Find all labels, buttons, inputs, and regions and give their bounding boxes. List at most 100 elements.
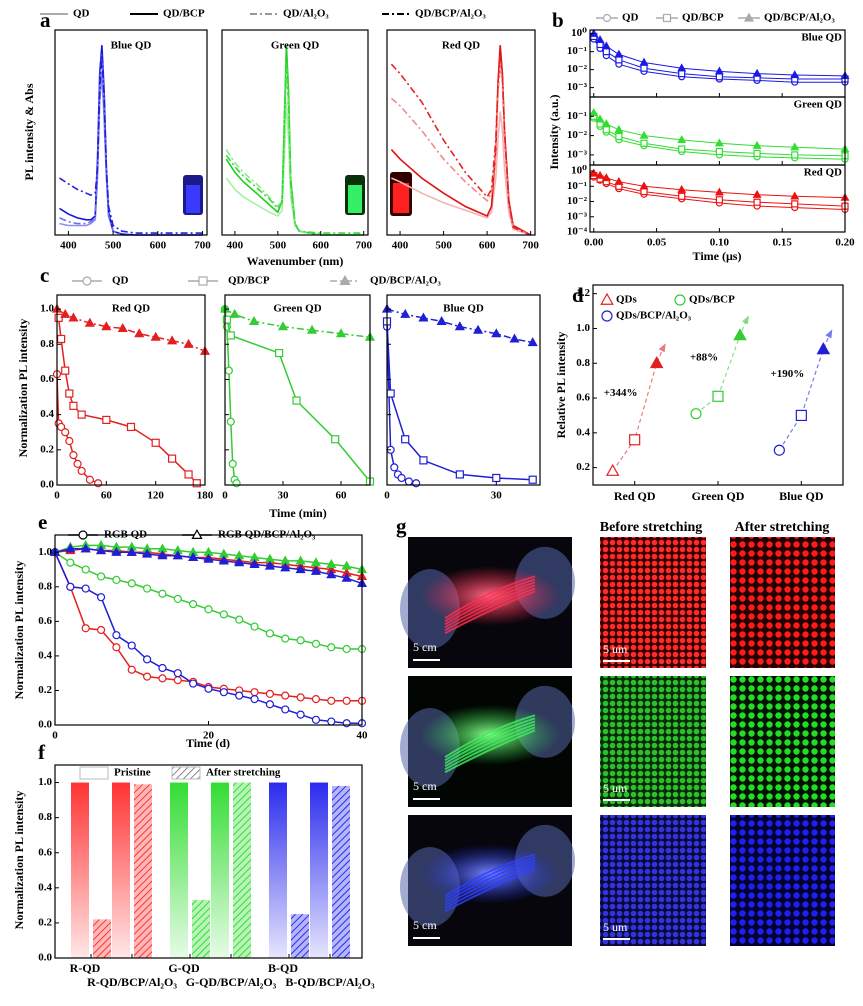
x-tick-label: 600 [479, 240, 496, 252]
marker [281, 691, 290, 700]
x-tick-label: Green QD [692, 489, 745, 503]
legend-marker [339, 274, 351, 285]
marker [715, 73, 723, 81]
bar [93, 919, 111, 958]
y-tick-label: 10⁻⁴ [567, 226, 588, 238]
x-tick-label: 400 [60, 240, 77, 252]
spectrum-line [59, 45, 203, 236]
scale-label: 5 cm [413, 640, 437, 654]
x-tick-label: 600 [150, 240, 167, 252]
x-tick-label: 0.00 [584, 237, 604, 249]
marker [150, 331, 161, 341]
marker [615, 56, 623, 64]
marker [204, 605, 213, 614]
decay-line [386, 321, 533, 481]
y-tick-label: 0.8 [576, 357, 590, 369]
marker [601, 41, 611, 50]
marker [158, 674, 167, 683]
marker [390, 463, 399, 472]
marker [248, 315, 260, 325]
marker [96, 593, 106, 602]
marker [455, 470, 464, 479]
stretched-film [444, 853, 536, 898]
legend-label: QD/BCP/Al₂O₃ [415, 8, 486, 20]
bar [134, 784, 152, 958]
y-tick-label: 0.2 [40, 443, 54, 455]
marker [192, 479, 201, 488]
marker [81, 565, 90, 574]
spectrum-line [225, 45, 364, 236]
marker [714, 187, 724, 196]
marker [605, 463, 620, 476]
marker [173, 669, 182, 678]
legend-label: QD/Al₂O₃ [283, 8, 329, 20]
scale-label: 5 um [603, 920, 628, 934]
subplot-title: Red QD [442, 40, 480, 52]
marker [127, 579, 136, 588]
x-tick-label: B-QD/BCP/Al₂O₃ [285, 975, 375, 989]
legend-label: QD/BCP/Al₂O₃ [370, 275, 441, 287]
marker [678, 192, 686, 200]
marker [61, 366, 70, 375]
marker [492, 473, 501, 483]
marker [167, 335, 178, 345]
bar [291, 914, 309, 958]
stretched-film [444, 865, 536, 910]
bar [71, 782, 89, 958]
x-tick-label: 400 [227, 240, 244, 252]
spectrum-line [225, 64, 364, 236]
y-tick-label: 10⁻³ [567, 81, 588, 93]
x-axis-label: Time (min) [269, 506, 326, 520]
marker [281, 705, 290, 714]
marker [292, 396, 301, 405]
marker [281, 634, 290, 643]
marker [81, 584, 90, 593]
marker [640, 187, 648, 196]
marker [66, 582, 75, 591]
y-tick-label: 10⁻¹ [567, 180, 587, 192]
bar [332, 786, 350, 958]
vial-glow [348, 185, 362, 213]
stretched-film [444, 726, 536, 771]
column-header: After stretching [735, 520, 830, 535]
marker [791, 151, 799, 159]
scale-label: 5 um [603, 642, 628, 656]
legend-label: Pristine [114, 767, 151, 779]
marker [203, 553, 214, 563]
marker [280, 562, 291, 572]
marker [614, 176, 624, 185]
marker [126, 546, 137, 556]
bar [269, 782, 287, 958]
marker [77, 410, 86, 419]
axes-frame [56, 294, 206, 486]
axes-frame [386, 294, 541, 486]
stretched-film [444, 862, 536, 907]
y-tick-label: 10⁻² [567, 129, 588, 141]
vial-glow [393, 183, 409, 213]
x-tick-label: 180 [197, 490, 214, 502]
x-tick-label: 500 [435, 240, 452, 252]
marker [65, 543, 76, 553]
x-tick-label: 500 [270, 240, 287, 252]
x-axis-label: Wavenumber (nm) [247, 254, 344, 268]
marker [65, 389, 74, 398]
marker [295, 555, 306, 565]
marker [172, 550, 183, 560]
marker [342, 696, 351, 705]
marker [126, 422, 136, 432]
axes-frame [224, 294, 371, 486]
marker [66, 558, 75, 567]
y-tick-label: 0.6 [38, 846, 52, 858]
marker [341, 572, 352, 582]
marker [326, 569, 337, 579]
x-tick-label: 0 [222, 490, 228, 502]
marker [250, 694, 259, 704]
stretched-film [444, 720, 536, 765]
panel-label: a [40, 8, 51, 32]
marker [96, 572, 106, 581]
y-axis-label: Relative PL intensity [554, 332, 568, 439]
marker [639, 57, 649, 66]
marker [277, 321, 289, 331]
marker [127, 665, 136, 674]
marker [143, 584, 152, 593]
